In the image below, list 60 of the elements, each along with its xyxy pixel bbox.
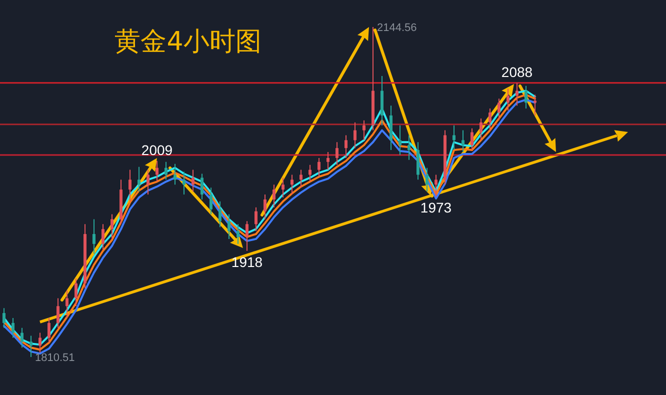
- candlestick: [12, 317, 14, 338]
- candlestick: [308, 164, 312, 182]
- candlestick: [480, 118, 482, 141]
- annotation: 1918: [231, 254, 263, 270]
- candlestick: [38, 332, 42, 354]
- annotation: 1973: [420, 199, 452, 216]
- candlestick: [210, 187, 212, 215]
- candlestick: [74, 278, 78, 307]
- candlestick: [362, 120, 366, 141]
- candlestick: [326, 152, 330, 170]
- candlestick: [48, 317, 50, 344]
- candlestick: [264, 194, 266, 220]
- candlestick: [300, 169, 302, 188]
- candlestick: [516, 82, 518, 106]
- candlestick: [66, 290, 68, 318]
- chart-title: 黄金4小时图: [114, 27, 262, 57]
- candlestick: [138, 166, 140, 192]
- candlestick: [246, 220, 248, 252]
- candlestick: [254, 206, 258, 232]
- candlestick: [102, 224, 104, 250]
- annotation: 1810.51: [35, 352, 75, 364]
- candlestick: [426, 167, 428, 192]
- candlestick: [398, 124, 402, 156]
- candlestick: [20, 327, 24, 348]
- candlestick: [434, 174, 438, 197]
- candlestick: [318, 157, 320, 178]
- candlestick: [218, 200, 222, 228]
- candlestick: [534, 94, 536, 116]
- candlestick: [182, 171, 186, 196]
- candlestick: [498, 98, 500, 121]
- candlestick: [174, 163, 176, 186]
- candlestick: [524, 85, 528, 110]
- candlestick: [462, 130, 464, 153]
- candlestick: [228, 214, 230, 240]
- candlestick: [488, 108, 492, 131]
- candlestick: [452, 124, 456, 151]
- candlestick: [128, 169, 132, 202]
- candlestick: [164, 161, 168, 180]
- candlestick: [30, 335, 32, 358]
- candlestick: [290, 174, 294, 196]
- candlestick: [56, 298, 60, 328]
- annotation: 2088: [501, 64, 533, 80]
- candlestick: [92, 218, 96, 254]
- candlestick: [344, 134, 348, 158]
- candlestick: [110, 214, 114, 240]
- candlestick: [192, 169, 194, 192]
- candlestick: [236, 224, 240, 244]
- candlestick: [156, 160, 158, 182]
- candlestick: [282, 177, 284, 198]
- candlestick: [408, 134, 410, 160]
- candlestick: [336, 142, 338, 166]
- candlestick: [2, 308, 6, 328]
- annotation: 2144.56: [377, 22, 417, 34]
- annotation: 2009: [141, 142, 173, 158]
- candlestick: [146, 169, 150, 196]
- candlestick: [354, 122, 356, 149]
- candlestick: [506, 88, 510, 112]
- candlestick: [200, 173, 204, 200]
- candlestick: [470, 128, 474, 151]
- candlestick: [272, 184, 276, 208]
